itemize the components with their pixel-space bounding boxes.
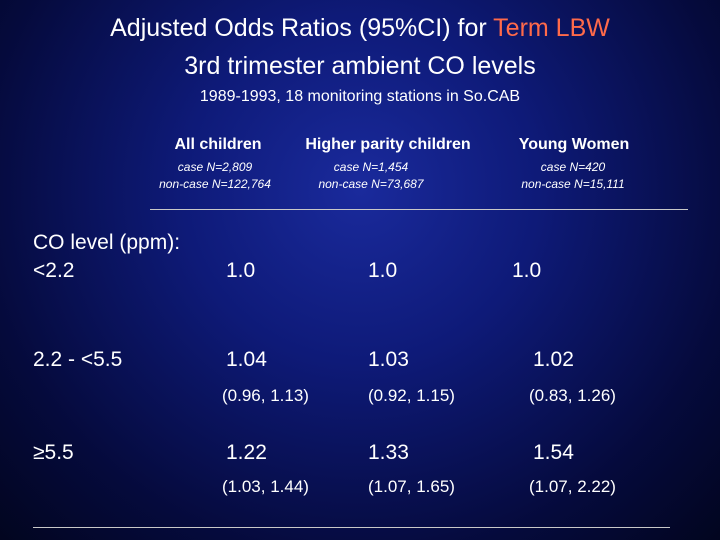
odds-ratio-value: 1.03	[368, 348, 409, 371]
confidence-interval: (0.92, 1.15)	[368, 386, 455, 405]
title-highlight: Term LBW	[493, 14, 610, 42]
row-label-2-2-to-5-5: 2.2 - <5.5	[33, 348, 123, 371]
slide-study-info: 1989-1993, 18 monitoring stations in So.…	[199, 88, 521, 105]
slide-title: Adjusted Odds Ratios (95%CI) for Term LB…	[0, 14, 720, 43]
row-label-ge-5-5: ≥5.5	[33, 441, 74, 464]
column-header-higher-parity: Higher parity children	[305, 136, 471, 153]
header-divider	[150, 209, 688, 210]
row-label-lt-2-2: <2.2	[33, 259, 75, 282]
column-noncase-count-young-women: non-case N=15,111	[521, 177, 625, 191]
slide-subtitle: 3rd trimester ambient CO levels	[184, 52, 536, 80]
column-case-count-higher-parity: case N=1,454	[333, 160, 409, 174]
odds-ratio-value: 1.0	[226, 259, 256, 282]
column-noncase-count-all-children: non-case N=122,764	[159, 177, 271, 191]
confidence-interval: (0.83, 1.26)	[529, 386, 616, 405]
column-case-count-all-children: case N=2,809	[177, 160, 253, 174]
rows-header: CO level (ppm):	[33, 231, 181, 254]
odds-ratio-value: 1.54	[533, 441, 574, 464]
confidence-interval: (1.07, 1.65)	[368, 477, 455, 496]
odds-ratio-value: 1.0	[512, 259, 542, 282]
odds-ratio-value: 1.02	[533, 348, 574, 371]
confidence-interval: (1.03, 1.44)	[222, 477, 309, 496]
odds-ratio-value: 1.04	[226, 348, 267, 371]
confidence-interval: (0.96, 1.13)	[222, 386, 309, 405]
odds-ratio-value: 1.33	[368, 441, 409, 464]
column-noncase-count-higher-parity: non-case N=73,687	[318, 177, 424, 191]
odds-ratio-value: 1.22	[226, 441, 267, 464]
odds-ratio-value: 1.0	[368, 259, 398, 282]
title-prefix: Adjusted Odds Ratios (95%CI) for	[110, 14, 494, 42]
table-bottom-divider	[33, 527, 670, 528]
column-case-count-young-women: case N=420	[540, 160, 606, 174]
confidence-interval: (1.07, 2.22)	[529, 477, 616, 496]
column-header-all-children: All children	[174, 136, 262, 153]
column-header-young-women: Young Women	[518, 136, 630, 153]
